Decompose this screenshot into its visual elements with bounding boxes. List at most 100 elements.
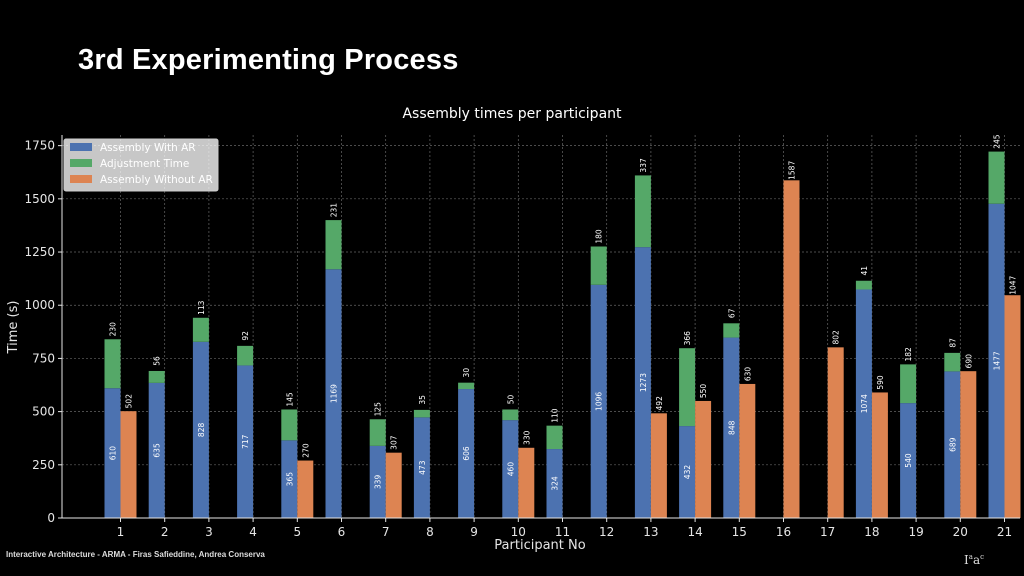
data-label-assembly-with-ar: 365 [285,472,294,487]
bar-adjustment-time [458,382,475,390]
y-tick-label: 1250 [24,245,55,259]
x-tick-label: 12 [599,525,614,539]
bar-assembly-without-ar [120,411,137,518]
data-label-adjustment-time: 50 [506,394,515,404]
data-label-adjustment-time: 245 [993,134,1002,149]
bar-adjustment-time [590,246,607,285]
bar-assembly-with-ar [944,371,961,518]
bar-adjustment-time [148,370,165,383]
data-label-adjustment-time: 230 [109,322,118,337]
bar-adjustment-time [369,419,386,446]
legend-box [63,138,219,192]
bar-adjustment-time [104,339,121,389]
data-label-assembly-with-ar: 848 [727,420,736,435]
bar-adjustment-time [988,151,1005,204]
data-label-adjustment-time: 366 [683,331,692,346]
footer-credit: Interactive Architecture - ARMA - Firas … [6,550,265,559]
bar-adjustment-time [502,409,519,421]
data-label-assembly-with-ar: 1169 [330,384,339,403]
data-label-adjustment-time: 113 [197,300,206,315]
data-label-assembly-with-ar: 1096 [595,392,604,411]
data-label-assembly-without-ar: 590 [876,375,885,390]
data-label-adjustment-time: 87 [948,338,957,348]
bar-assembly-with-ar [325,269,342,518]
x-tick-label: 20 [953,525,968,539]
data-label-assembly-without-ar: 690 [964,354,973,369]
x-tick-label: 11 [555,525,570,539]
bar-assembly-without-ar [695,400,712,518]
legend: Assembly With AR Adjustment Time Assembly … [63,138,219,192]
legend-swatch [70,159,92,167]
bar-assembly-with-ar [988,203,1005,518]
data-label-adjustment-time: 35 [418,395,427,405]
bar-assembly-with-ar [546,449,563,518]
data-label-assembly-without-ar: 1047 [1009,275,1018,294]
bar-adjustment-time [944,352,961,372]
bar-assembly-without-ar [827,347,844,518]
data-label-assembly-with-ar: 689 [948,437,957,452]
data-label-assembly-with-ar: 1074 [860,394,869,413]
bar-assembly-without-ar [783,180,800,519]
x-tick-label: 18 [864,525,879,539]
bar-assembly-without-ar [871,392,888,518]
bar-assembly-with-ar [900,403,917,518]
data-label-assembly-with-ar: 635 [153,443,162,458]
bar-assembly-without-ar [297,460,314,518]
bar-assembly-with-ar [281,440,298,518]
x-axis-label: Participant No [494,538,585,553]
y-tick-label: 750 [32,351,55,365]
data-label-assembly-without-ar: 330 [522,430,531,445]
data-label-adjustment-time: 145 [285,392,294,407]
x-tick-label: 4 [249,525,257,539]
x-tick-label: 3 [205,525,213,539]
bar-assembly-without-ar [518,447,535,518]
y-tick-label: 1750 [24,139,55,153]
data-label-assembly-without-ar: 307 [390,435,399,450]
data-label-assembly-with-ar: 1273 [639,373,648,392]
bar-assembly-with-ar [723,337,740,518]
x-tick-label: 7 [382,525,390,539]
legend-label: Adjustment Time [100,158,189,170]
x-tick-label: 6 [338,525,346,539]
x-tick-label: 19 [908,525,923,539]
data-label-assembly-without-ar: 270 [301,443,310,458]
bar-assembly-with-ar [237,365,254,518]
bar-assembly-with-ar [590,284,607,518]
bar-assembly-with-ar [192,341,209,518]
data-label-assembly-without-ar: 802 [832,330,841,345]
data-label-assembly-with-ar: 610 [109,446,118,461]
bar-assembly-without-ar [385,452,402,518]
data-label-assembly-without-ar: 502 [125,394,134,409]
data-label-adjustment-time: 30 [462,368,471,378]
bar-adjustment-time [679,348,696,427]
data-label-assembly-with-ar: 460 [506,462,515,477]
data-label-adjustment-time: 56 [153,356,162,366]
y-tick-label: 500 [32,405,55,419]
x-tick-label: 17 [820,525,835,539]
data-label-adjustment-time: 125 [374,402,383,417]
bar-adjustment-time [281,409,298,441]
x-tick-label: 16 [776,525,791,539]
chart-title: Assembly times per participant [402,106,622,122]
x-tick-label: 21 [997,525,1012,539]
data-label-assembly-with-ar: 339 [374,475,383,490]
bar-adjustment-time [237,345,254,366]
bar-assembly-with-ar [148,382,165,518]
bar-adjustment-time [723,323,740,338]
x-tick-label: 15 [732,525,747,539]
bar-assembly-without-ar [739,383,756,518]
x-tick-label: 14 [687,525,702,539]
bar-assembly-with-ar [369,445,386,518]
data-label-assembly-with-ar: 828 [197,423,206,438]
data-labels-layer: 610 230 502 635 56 828 113 717 92 365 145 270 1169 23… [109,134,1018,490]
data-label-assembly-with-ar: 717 [241,434,250,449]
y-tick-label: 0 [47,511,55,525]
x-tick-label: 1 [117,525,125,539]
legend-swatch [70,143,92,151]
y-tick-label: 1500 [24,192,55,206]
x-tick-label: 10 [511,525,526,539]
bar-assembly-without-ar [1004,295,1021,518]
bar-assembly-with-ar [458,389,475,518]
x-tick-label: 2 [161,525,169,539]
